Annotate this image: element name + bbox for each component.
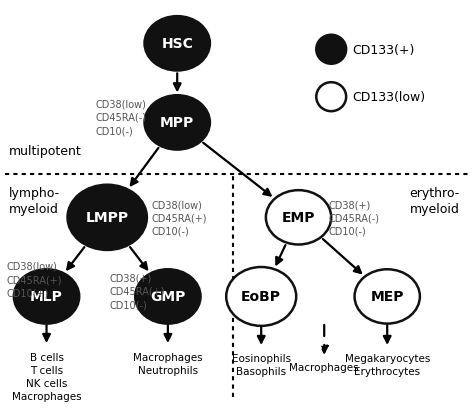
Text: CD38(+)
CD45RA(+)
CD10(-): CD38(+) CD45RA(+) CD10(-) xyxy=(109,273,165,309)
Text: MEP: MEP xyxy=(371,290,404,304)
Text: HSC: HSC xyxy=(161,37,193,51)
Ellipse shape xyxy=(14,270,79,324)
Text: erythro-
myeloid: erythro- myeloid xyxy=(410,186,460,215)
Text: EMP: EMP xyxy=(282,211,315,225)
Text: LMPP: LMPP xyxy=(86,211,129,225)
Text: CD38(low)
CD45RA(+)
CD10(-): CD38(low) CD45RA(+) CD10(-) xyxy=(152,200,207,236)
Text: Eosinophils
Basophils: Eosinophils Basophils xyxy=(232,353,291,376)
Ellipse shape xyxy=(226,267,296,326)
Text: CD38(low)
CD45RA(+)
CD10(+): CD38(low) CD45RA(+) CD10(+) xyxy=(7,261,63,297)
Text: Macrophages
Neutrophils: Macrophages Neutrophils xyxy=(133,352,203,375)
Ellipse shape xyxy=(67,185,147,250)
Text: lympho-
myeloid: lympho- myeloid xyxy=(9,186,60,215)
Text: CD133(+): CD133(+) xyxy=(352,44,415,57)
Text: MPP: MPP xyxy=(160,116,194,130)
Text: EoBP: EoBP xyxy=(241,290,281,304)
Ellipse shape xyxy=(266,191,331,245)
Text: MLP: MLP xyxy=(30,290,63,304)
Text: B cells
T cells
NK cells
Macrophages: B cells T cells NK cells Macrophages xyxy=(12,352,82,401)
Text: Macrophages: Macrophages xyxy=(290,363,359,373)
Text: multipotent: multipotent xyxy=(9,144,82,157)
Text: CD133(low): CD133(low) xyxy=(352,91,425,104)
Text: Megakaryocytes
Erythrocytes: Megakaryocytes Erythrocytes xyxy=(345,353,430,376)
Text: CD38(+)
CD45RA(-)
CD10(-): CD38(+) CD45RA(-) CD10(-) xyxy=(329,200,380,236)
Ellipse shape xyxy=(145,17,210,71)
Ellipse shape xyxy=(316,83,346,112)
Ellipse shape xyxy=(316,36,346,64)
Ellipse shape xyxy=(355,270,420,324)
Text: CD38(low)
CD45RA(-)
CD10(-): CD38(low) CD45RA(-) CD10(-) xyxy=(96,100,146,136)
Ellipse shape xyxy=(145,96,210,150)
Text: GMP: GMP xyxy=(150,290,185,304)
Ellipse shape xyxy=(135,270,201,324)
